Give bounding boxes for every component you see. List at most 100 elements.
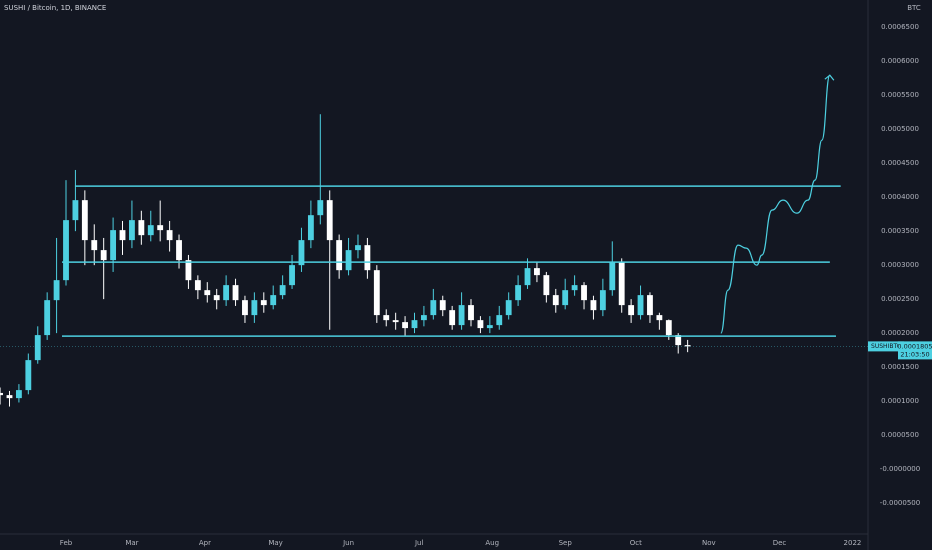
candle-body — [34, 335, 41, 361]
candle-body — [289, 265, 295, 286]
candle-body — [138, 220, 145, 236]
candle-body — [72, 200, 79, 221]
candle-body — [53, 280, 60, 301]
candle-body — [373, 270, 380, 316]
candle-body — [430, 300, 437, 316]
last-price-label: 0.0001805 — [897, 342, 932, 350]
candle-body — [129, 220, 135, 241]
x-tick-label: Jun — [342, 539, 354, 547]
x-tick-label: Mar — [125, 539, 138, 547]
y-tick-label: 0.0005500 — [881, 91, 919, 99]
candle-body — [665, 320, 672, 336]
candle-body — [534, 268, 540, 276]
candle-body — [270, 295, 277, 306]
candle-body — [298, 240, 305, 266]
candle-body — [63, 220, 69, 281]
candle-body — [524, 268, 531, 286]
y-tick-label: 0.0004000 — [881, 193, 919, 201]
x-tick-label: Apr — [199, 539, 211, 547]
y-tick-label: 0.0006000 — [881, 57, 919, 65]
currency-label: BTC — [907, 4, 921, 12]
candle-body — [515, 285, 522, 301]
candle-body — [91, 240, 98, 251]
candle-body — [119, 230, 126, 241]
candle-body — [242, 300, 248, 316]
candle-body — [44, 300, 51, 336]
y-tick-label: 0.0002500 — [881, 295, 919, 303]
candle-body — [543, 275, 550, 296]
x-tick-label: Oct — [630, 539, 642, 547]
candle-body — [317, 200, 324, 216]
candle-body — [345, 250, 352, 271]
candle-body — [355, 245, 361, 251]
candle-body — [260, 300, 267, 306]
y-tick-label: 0.0001500 — [881, 363, 919, 371]
candle-body — [0, 392, 3, 396]
countdown-label: 21:03:50 — [900, 350, 929, 358]
candle-body — [647, 295, 653, 316]
y-tick-label: 0.0005000 — [881, 125, 919, 133]
candle-body — [204, 290, 211, 296]
candle-body — [402, 322, 408, 329]
y-tick-label: 0.0001000 — [881, 397, 919, 405]
candle-body — [147, 225, 154, 236]
candle-body — [81, 200, 88, 241]
candle-body — [581, 285, 587, 301]
symbol-label: SUSHIBTC — [871, 343, 901, 350]
projection-arrowhead — [824, 74, 835, 81]
candle-body — [618, 262, 625, 306]
candle-body — [562, 290, 569, 306]
candle-body — [364, 245, 371, 271]
candle-body — [15, 390, 22, 399]
candle-body — [675, 335, 682, 346]
candle-body — [552, 295, 559, 306]
candle-body — [468, 305, 474, 321]
candle-body — [6, 395, 13, 399]
candle-body — [505, 300, 512, 316]
y-tick-label: 0.0002000 — [881, 329, 919, 337]
candle-body — [496, 315, 503, 326]
candle-body — [157, 225, 164, 231]
x-tick-label: May — [268, 539, 282, 547]
y-tick-label: 0.0003500 — [881, 227, 919, 235]
candle-body — [439, 300, 446, 311]
candle-body — [307, 215, 314, 241]
candle-body — [232, 285, 239, 301]
candle-body — [383, 315, 390, 321]
x-tick-label: Feb — [60, 539, 73, 547]
candle-body — [166, 230, 173, 241]
candle-body — [279, 285, 286, 296]
x-tick-label: Nov — [702, 539, 716, 547]
x-tick-label: Aug — [485, 539, 499, 547]
candle-body — [223, 285, 230, 301]
x-tick-label: 2022 — [844, 539, 862, 547]
candle-body — [336, 240, 343, 271]
candle-body — [637, 295, 644, 316]
candle-body — [185, 260, 192, 281]
candle-body — [628, 305, 635, 316]
candle-body — [100, 250, 107, 261]
candle-body — [590, 300, 597, 311]
candle-body — [420, 315, 427, 321]
candle-body — [110, 230, 117, 261]
chart-title: SUSHI / Bitcoin, 1D, BINANCE — [4, 4, 106, 12]
x-tick-label: Jul — [414, 539, 424, 547]
x-tick-label: Sep — [559, 539, 573, 547]
y-tick-label: 0.0003000 — [881, 261, 919, 269]
candle-body — [599, 290, 606, 311]
candle-body — [25, 360, 32, 391]
candle-body — [486, 325, 493, 329]
candle-body — [411, 320, 418, 329]
price-tag — [898, 341, 932, 360]
candle-body — [176, 240, 182, 261]
x-tick-label: Dec — [773, 539, 787, 547]
y-tick-label: 0.0004500 — [881, 159, 919, 167]
candle-body — [326, 200, 333, 241]
candle-body — [609, 262, 616, 291]
candle-body — [449, 310, 456, 326]
y-tick-label: -0.0000500 — [880, 499, 920, 507]
candle-body — [477, 320, 484, 329]
candle-body — [571, 285, 578, 291]
